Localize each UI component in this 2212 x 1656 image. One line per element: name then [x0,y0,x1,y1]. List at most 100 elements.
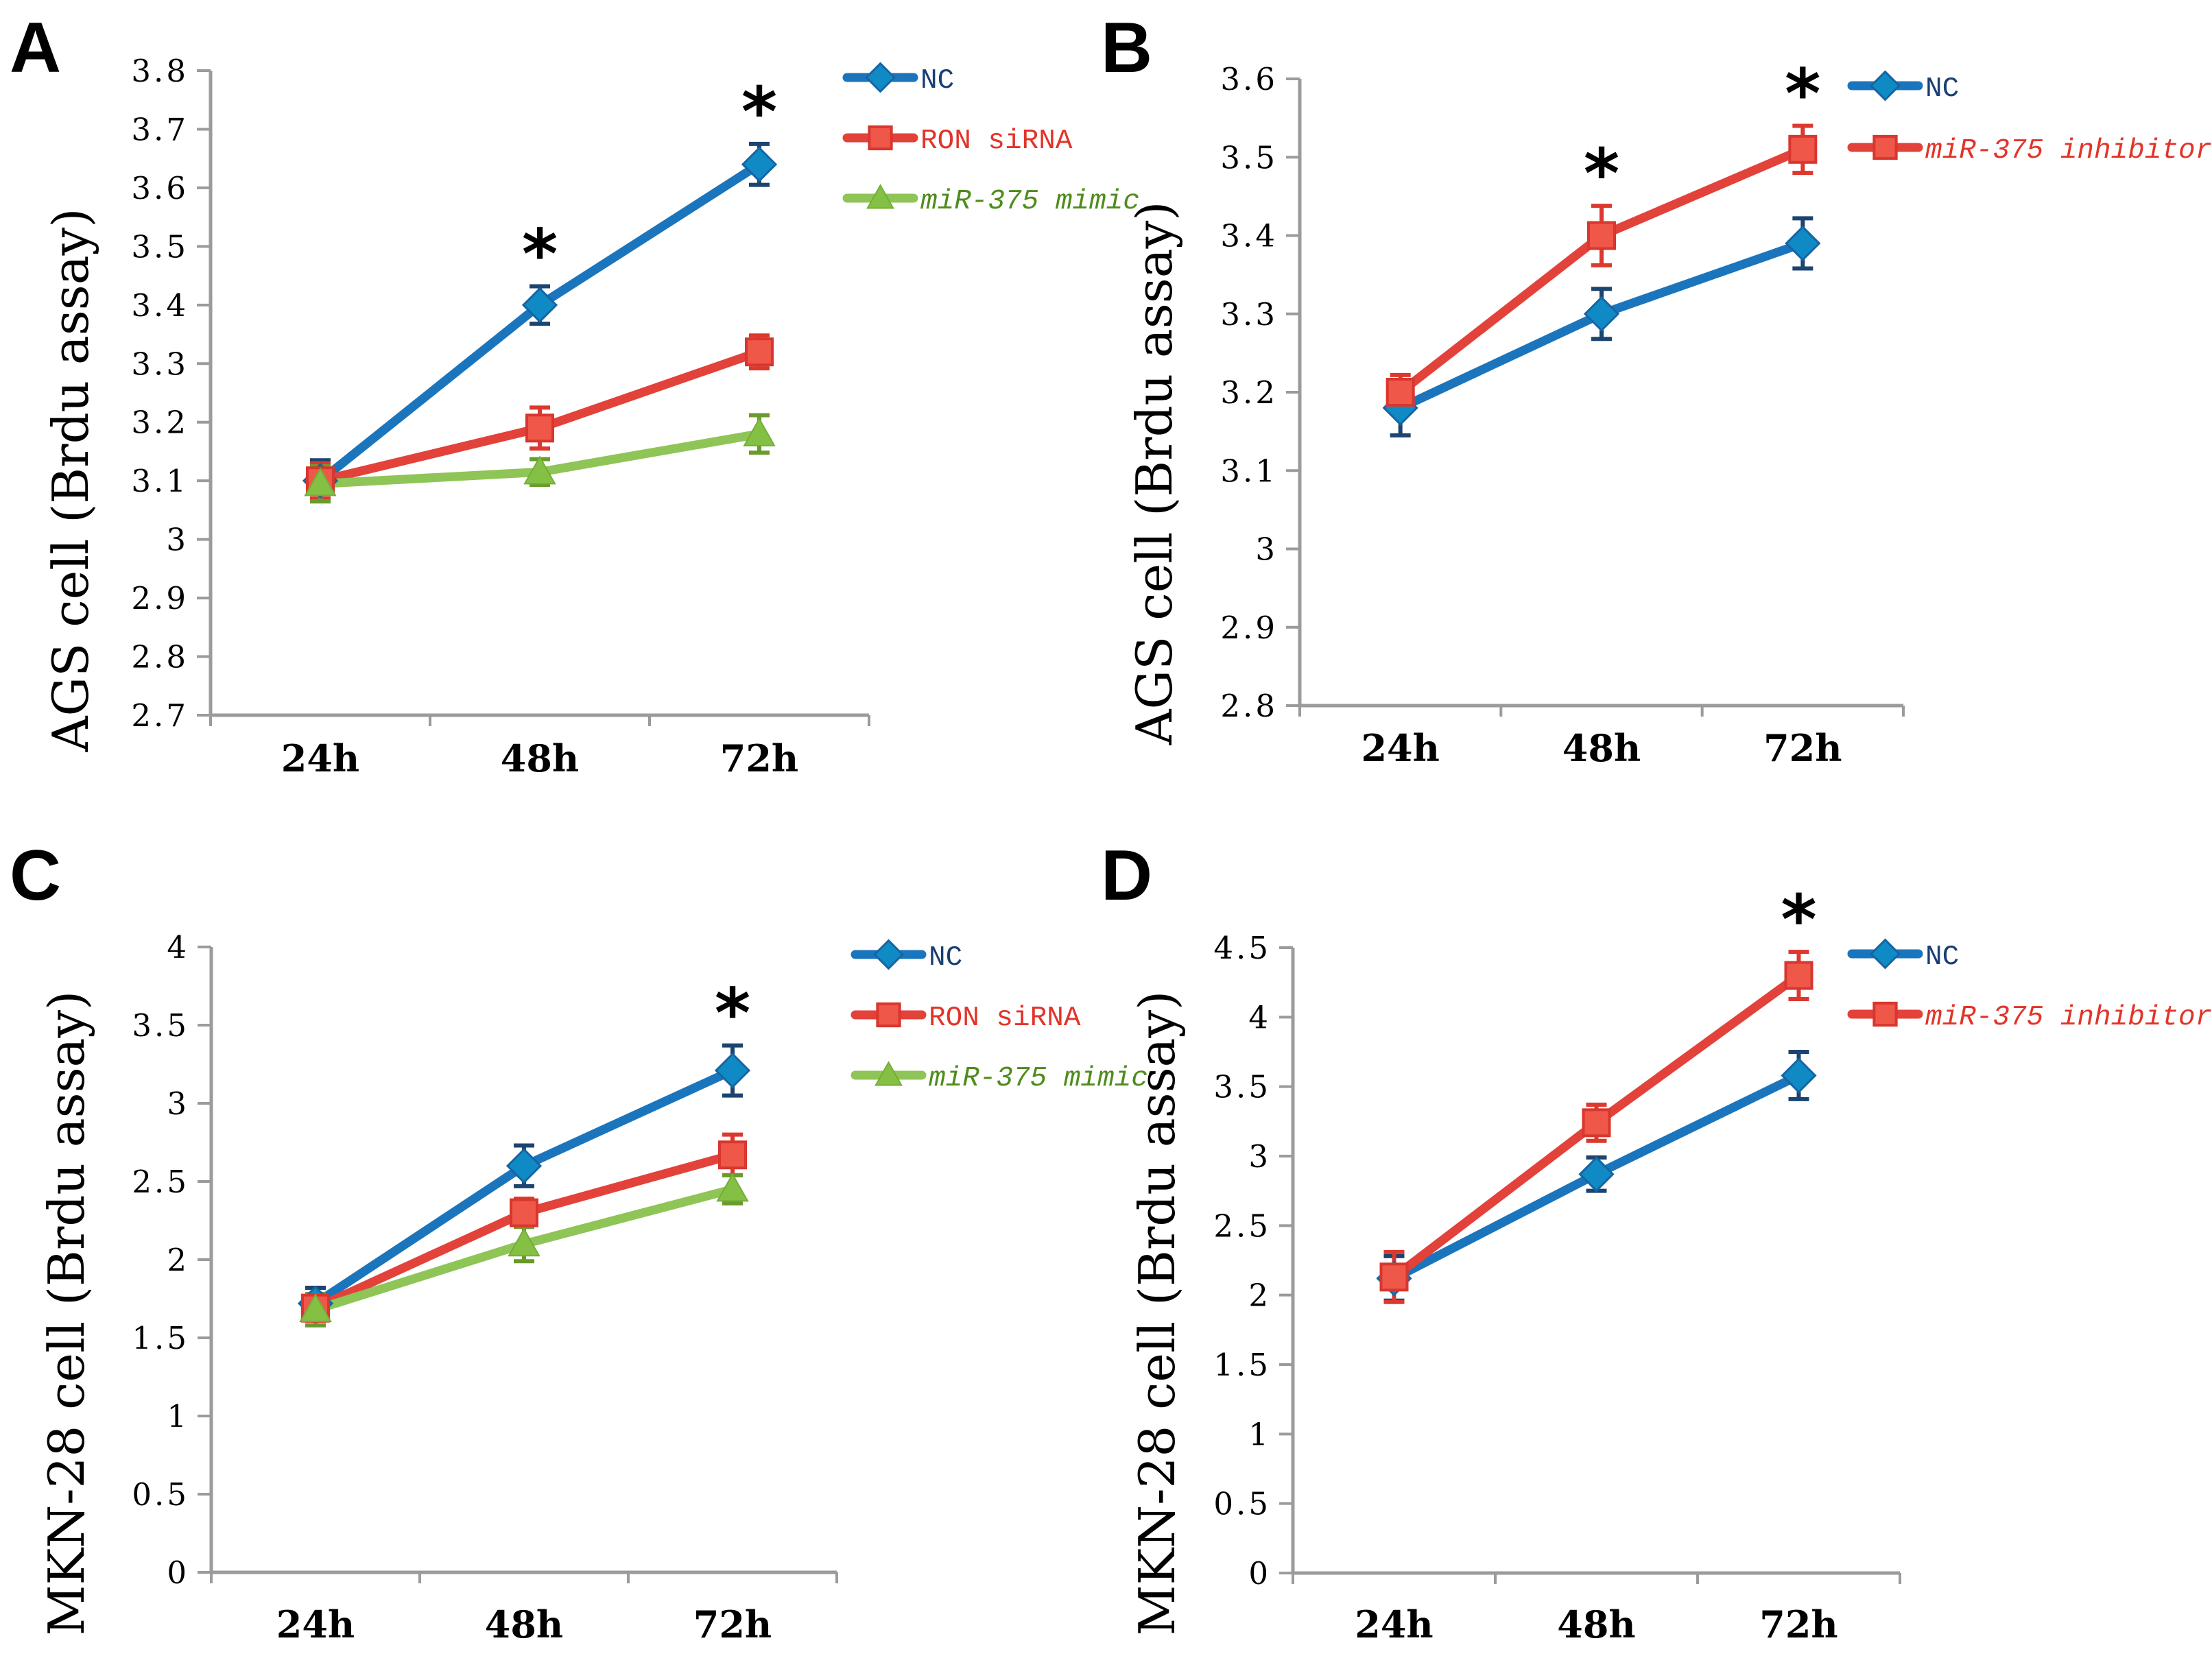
marker-RON-siRNA-48h [525,413,554,443]
legend-marker [868,125,893,151]
x-tick-label: 48h [1562,726,1641,770]
y-tick-label: 3.4 [1220,218,1278,254]
marker-NC-48h [521,287,558,323]
panel-letter-C: C [10,836,61,915]
marker-RON-siRNA-72h [718,1140,747,1170]
panel-letter-A: A [10,8,61,88]
marker-NC-48h [506,1148,543,1184]
y-tick-label: 3.3 [1220,296,1278,333]
y-tick-label: 3 [1255,531,1278,568]
y-tick-label: 3.7 [131,111,189,147]
legend-label: NC [1925,941,1959,973]
y-tick-label: 3.1 [131,463,189,499]
legend-marker [875,1061,903,1086]
marker-NC-72h [741,146,778,182]
significance-asterisk: * [1781,880,1816,960]
legend-item-miR-375-mimic: miR-375 mimic [851,1061,1148,1094]
panel-B: B AGS cell (Brdu assay) 3.6 3.5 3.4 3.3 3.2 3.1… [1097,0,2212,823]
significance-asterisk: * [1785,54,1820,134]
y-tick-label: 0.5 [1213,1486,1271,1522]
marker-miR-375-inhibitor-48h [1582,1108,1611,1138]
y-tick-label: 4 [167,929,189,965]
legend-label: miR-375 inhibitor [1925,135,2212,167]
marker-NC-48h [1583,296,1620,332]
legend-label: RON siRNA [929,1003,1081,1034]
marker-NC-72h [1781,1057,1817,1094]
y-tick-label: 2 [167,1242,189,1278]
legend-label: NC [929,942,962,974]
x-tick-label: 72h [693,1603,772,1646]
y-tick-label: 3.2 [1220,374,1278,411]
marker-miR-375-mimic-72h [716,1173,749,1202]
panel-C: C MKN-28 cell (Brdu assay) 4 3.5 3 2.5 2 1.5 1 0.… [0,823,1148,1656]
x-tick-label: 24h [281,736,359,780]
marker-NC-72h [1785,225,1821,262]
significance-asterisk: * [715,974,750,1054]
y-tick-label: 1.5 [1213,1347,1271,1383]
significance-asterisk: * [741,72,777,152]
marker-miR-375-mimic-72h [743,417,776,446]
legend-marker [1872,1001,1898,1027]
legend-item-NC: NC [851,939,962,974]
legend-marker [1869,70,1901,101]
y-tick-label: 3.5 [1213,1069,1271,1105]
chart-C-mkn28-brdu: C MKN-28 cell (Brdu assay) 4 3.5 3 2.5 2 1.5 1 0.… [10,836,1148,1646]
marker-NC-48h [1578,1156,1615,1192]
marker-miR-375-inhibitor-24h [1379,1262,1409,1292]
legend-marker [1872,134,1898,160]
legend-marker [866,184,894,209]
y-tick-label: 2.5 [132,1164,189,1200]
y-tick-label: 3.1 [1220,453,1278,489]
legend-marker [864,62,896,93]
legend-item-NC: NC [1847,70,1959,105]
x-tick-label: 72h [720,736,798,780]
panel-letter-B: B [1101,8,1152,88]
legend-marker [876,1002,901,1028]
y-tick-label: 3.5 [131,228,189,265]
y-axis-title: MKN-28 cell (Brdu assay) [1128,991,1186,1636]
panel-A: A AGS cell (Brdu assay) 3.8 3.7 3.6 3.5 3.4 3.3… [0,0,1140,823]
significance-asterisk: * [522,214,558,294]
y-tick-label: 0 [167,1555,189,1591]
legend-item-miR-375-inhibitor: miR-375 inhibitor [1847,1001,2212,1033]
y-tick-label: 1 [167,1398,189,1435]
panel-letter-D: D [1101,836,1152,915]
y-tick-label: 3 [1248,1138,1271,1175]
marker-miR-375-mimic-24h [304,467,337,496]
chart-D-mkn28-brdu: D MKN-28 cell (Brdu assay) 4.5 4 3.5 3 2.5 2 1.5… [1101,836,2212,1646]
legend-label: NC [920,65,954,97]
legend-label: miR-375 mimic [920,186,1140,217]
marker-RON-siRNA-72h [745,337,774,367]
legend-label: RON siRNA [920,125,1073,157]
y-tick-label: 2.9 [1220,610,1278,646]
x-tick-label: 48h [485,1603,563,1646]
y-tick-label: 3.4 [131,287,189,324]
legend-label: miR-375 mimic [929,1063,1148,1094]
chart-B-ags-brdu: B AGS cell (Brdu assay) 3.6 3.5 3.4 3.3 3.2 3.1… [1101,8,2212,770]
y-tick-label: 3.6 [131,170,189,206]
x-tick-label: 48h [501,736,579,780]
x-tick-label: 72h [1763,726,1842,770]
y-axis-title: MKN-28 cell (Brdu assay) [38,991,95,1636]
x-tick-label: 24h [276,1603,355,1646]
marker-miR-375-mimic-48h [523,455,556,485]
y-tick-label: 3.6 [1220,61,1278,97]
y-tick-label: 2.5 [1213,1208,1271,1244]
y-tick-label: 2 [1248,1277,1271,1314]
legend-label: NC [1925,73,1959,105]
y-tick-label: 0 [1248,1555,1271,1592]
marker-miR-375-inhibitor-48h [1587,221,1616,250]
y-tick-label: 0.5 [132,1476,189,1513]
y-tick-label: 2.7 [131,697,189,734]
legend-item-miR-375-mimic: miR-375 mimic [842,184,1140,217]
legend-label: miR-375 inhibitor [1925,1002,2212,1033]
y-axis-title: AGS cell (Brdu assay) [42,208,99,753]
y-tick-label: 3.2 [131,405,189,441]
y-tick-label: 3.3 [131,346,189,382]
significance-asterisk: * [1584,134,1619,214]
legend-item-NC: NC [842,62,954,97]
marker-NC-72h [714,1052,751,1089]
x-tick-label: 48h [1557,1603,1635,1646]
legend-item-NC: NC [1847,938,1959,973]
